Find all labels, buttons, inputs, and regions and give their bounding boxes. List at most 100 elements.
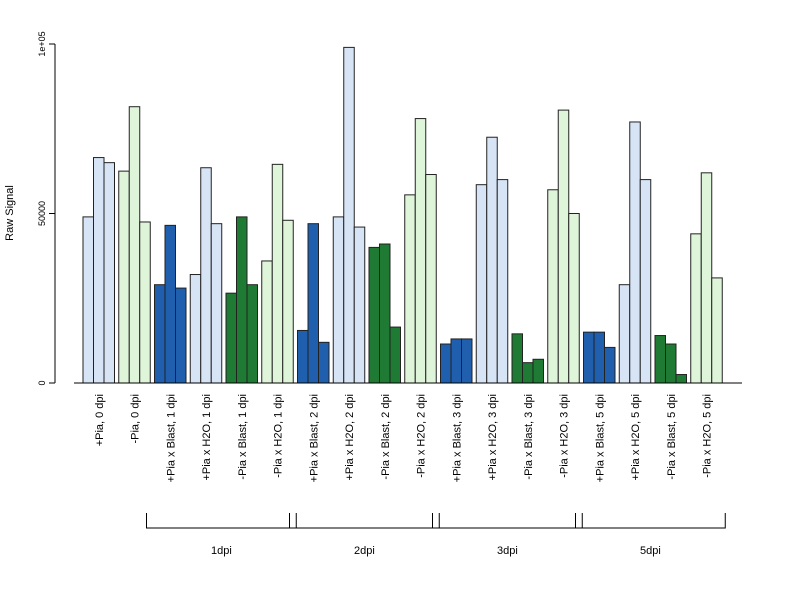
bar-group [154, 224, 187, 384]
x-tick-label: -Pia x Blast, 5 dpi [666, 394, 678, 480]
bar-group [189, 167, 223, 384]
bar [139, 221, 151, 384]
bar [82, 216, 94, 384]
x-tick-label: -Pia x H2O, 1 dpi [273, 394, 285, 478]
bar [583, 331, 595, 384]
x-tick-label: -Pia x H2O, 5 dpi [702, 394, 714, 478]
bar [154, 284, 166, 384]
bar [700, 172, 713, 384]
bar-group [475, 136, 509, 384]
x-tick-label: +Pia x H2O, 1 dpi [201, 394, 213, 481]
bar-group [82, 157, 115, 384]
x-tick-label: +Pia x Blast, 3 dpi [451, 394, 463, 482]
bar [353, 226, 366, 384]
x-tick-label: -Pia x H2O, 3 dpi [559, 394, 571, 478]
bar [343, 46, 355, 384]
bar [522, 362, 534, 384]
bar [189, 274, 202, 384]
dpi-bracket [575, 513, 726, 529]
bar-group [511, 333, 544, 384]
bar [496, 179, 509, 384]
bar [271, 163, 284, 384]
bar-group [583, 331, 616, 384]
bar [200, 167, 212, 384]
bar [389, 326, 401, 384]
bar-group [440, 338, 473, 384]
bar [404, 194, 416, 384]
bar-group [332, 46, 366, 384]
bar [318, 341, 330, 384]
bar [711, 277, 723, 384]
dpi-bracket-label: 5dpi [640, 545, 661, 557]
bar-group [297, 223, 330, 384]
bar-group [618, 121, 652, 384]
bar [236, 216, 248, 384]
bar [164, 224, 176, 384]
y-axis-label: Raw Signal [4, 185, 16, 241]
dpi-bracket-label: 2dpi [354, 545, 375, 557]
bar [282, 219, 294, 384]
bar [547, 189, 559, 384]
bar [665, 343, 677, 384]
bar [414, 118, 427, 384]
bar [103, 162, 115, 384]
bar [93, 157, 105, 384]
x-tick-labels: +Pia, 0 dpi -Pia, 0 dpi +Pia x Blast, 1 dp… [94, 394, 714, 482]
dpi-bracket [289, 513, 440, 529]
bar-group [547, 109, 580, 384]
x-tick-label: +Pia x Blast, 1 dpi [165, 394, 177, 482]
x-tick-label: -Pia x Blast, 3 dpi [523, 394, 535, 480]
bar [175, 287, 187, 384]
x-tick-label: +Pia x Blast, 2 dpi [308, 394, 320, 482]
x-tick-label: +Pia x H2O, 5 dpi [630, 394, 642, 481]
bar [532, 358, 544, 384]
bar [118, 170, 130, 384]
x-tick-label: -Pia x H2O, 2 dpi [416, 394, 428, 478]
bar [486, 136, 498, 384]
bars [82, 46, 723, 384]
bar [261, 260, 273, 384]
bar [332, 216, 345, 384]
y-axis: 0 50000 1e+05 [37, 31, 56, 386]
bar [629, 121, 641, 384]
x-tick-label: -Pia x Blast, 1 dpi [237, 394, 249, 480]
bar [246, 284, 258, 384]
bar-group [118, 106, 151, 384]
bar [128, 106, 141, 384]
bar [511, 333, 523, 384]
bar [593, 331, 605, 384]
bar [425, 174, 437, 384]
bar [210, 223, 223, 384]
bar [450, 338, 462, 384]
x-tick-label: -Pia x Blast, 2 dpi [380, 394, 392, 480]
bar [368, 246, 380, 384]
x-tick-label: +Pia x Blast, 5 dpi [594, 394, 606, 482]
bar-group [368, 243, 401, 384]
bar [568, 213, 580, 384]
bar [307, 223, 319, 384]
dpi-bracket [432, 513, 583, 529]
bar-group [690, 172, 723, 384]
y-tick-label: 50000 [37, 201, 47, 226]
bar [475, 184, 488, 384]
bar [604, 346, 616, 384]
bar [675, 374, 687, 384]
x-tick-label: -Pia, 0 dpi [130, 394, 142, 444]
x-tick-label: +Pia x H2O, 3 dpi [487, 394, 499, 481]
bar [440, 343, 452, 384]
bar-group [261, 163, 294, 384]
x-tick-label: +Pia, 0 dpi [94, 394, 106, 446]
bar [461, 338, 473, 384]
y-tick-label: 0 [37, 380, 47, 385]
dpi-bracket [146, 513, 297, 529]
bar [379, 243, 391, 384]
bar-group [654, 335, 687, 384]
dpi-bracket-label: 1dpi [211, 545, 232, 557]
bar [654, 335, 666, 384]
x-tick-label: +Pia x H2O, 2 dpi [344, 394, 356, 481]
bar [690, 233, 702, 384]
bar [297, 329, 309, 384]
bar [639, 179, 652, 384]
bar [557, 109, 570, 384]
